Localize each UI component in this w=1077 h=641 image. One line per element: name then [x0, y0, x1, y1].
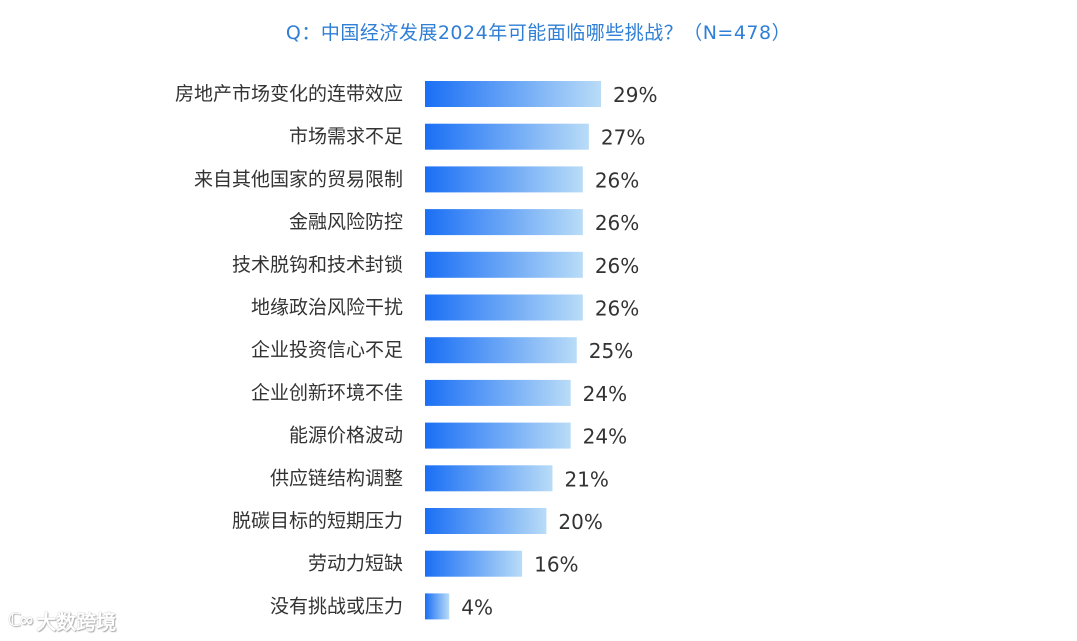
bar: [425, 337, 577, 364]
category-label: 来自其他国家的贸易限制: [194, 168, 403, 190]
value-label: 4%: [461, 595, 493, 619]
value-label: 26%: [595, 254, 639, 278]
watermark-logo: ℂ∞ 大数跨境: [8, 606, 116, 635]
bar: [425, 508, 547, 534]
value-label: 21%: [564, 467, 608, 491]
bar: [425, 465, 553, 492]
bar: [425, 379, 571, 406]
bar: [425, 550, 523, 577]
bar: [425, 251, 583, 278]
category-label: 企业创新环境不佳: [251, 382, 403, 404]
category-label: 劳动力短缺: [308, 553, 403, 575]
bar: [425, 593, 450, 620]
value-label: 24%: [583, 382, 627, 406]
category-label: 金融风险防控: [289, 211, 403, 233]
value-label: 16%: [534, 553, 578, 577]
category-label: 地缘政治风险干扰: [251, 297, 403, 319]
value-label: 20%: [558, 510, 602, 534]
brand-logo-icon: ℂ∞: [8, 610, 34, 631]
category-label: 供应链结构调整: [270, 467, 403, 489]
bar: [425, 81, 602, 107]
bar: [425, 166, 583, 193]
bar: [425, 294, 583, 321]
value-label: 26%: [595, 168, 639, 192]
chart-title: Q：中国经济发展2024年可能面临哪些挑战？（N=478）: [285, 22, 792, 44]
category-label: 脱碳目标的短期压力: [232, 510, 403, 532]
category-label: 企业投资信心不足: [251, 339, 403, 361]
category-label: 房地产市场变化的连带效应: [175, 83, 403, 105]
watermark-text: 大数跨境: [36, 610, 117, 634]
bar: [425, 209, 583, 236]
value-label: 26%: [595, 211, 639, 235]
category-label: 没有挑战或压力: [270, 595, 403, 617]
value-label: 27%: [601, 126, 645, 150]
category-label: 能源价格波动: [289, 425, 403, 447]
bar: [425, 123, 589, 150]
value-label: 25%: [589, 339, 633, 363]
bar: [425, 422, 571, 449]
value-label: 29%: [613, 83, 657, 107]
value-label: 24%: [583, 425, 627, 449]
category-label: 市场需求不足: [289, 126, 403, 148]
value-label: 26%: [595, 297, 639, 321]
category-label: 技术脱钩和技术封锁: [232, 254, 403, 276]
